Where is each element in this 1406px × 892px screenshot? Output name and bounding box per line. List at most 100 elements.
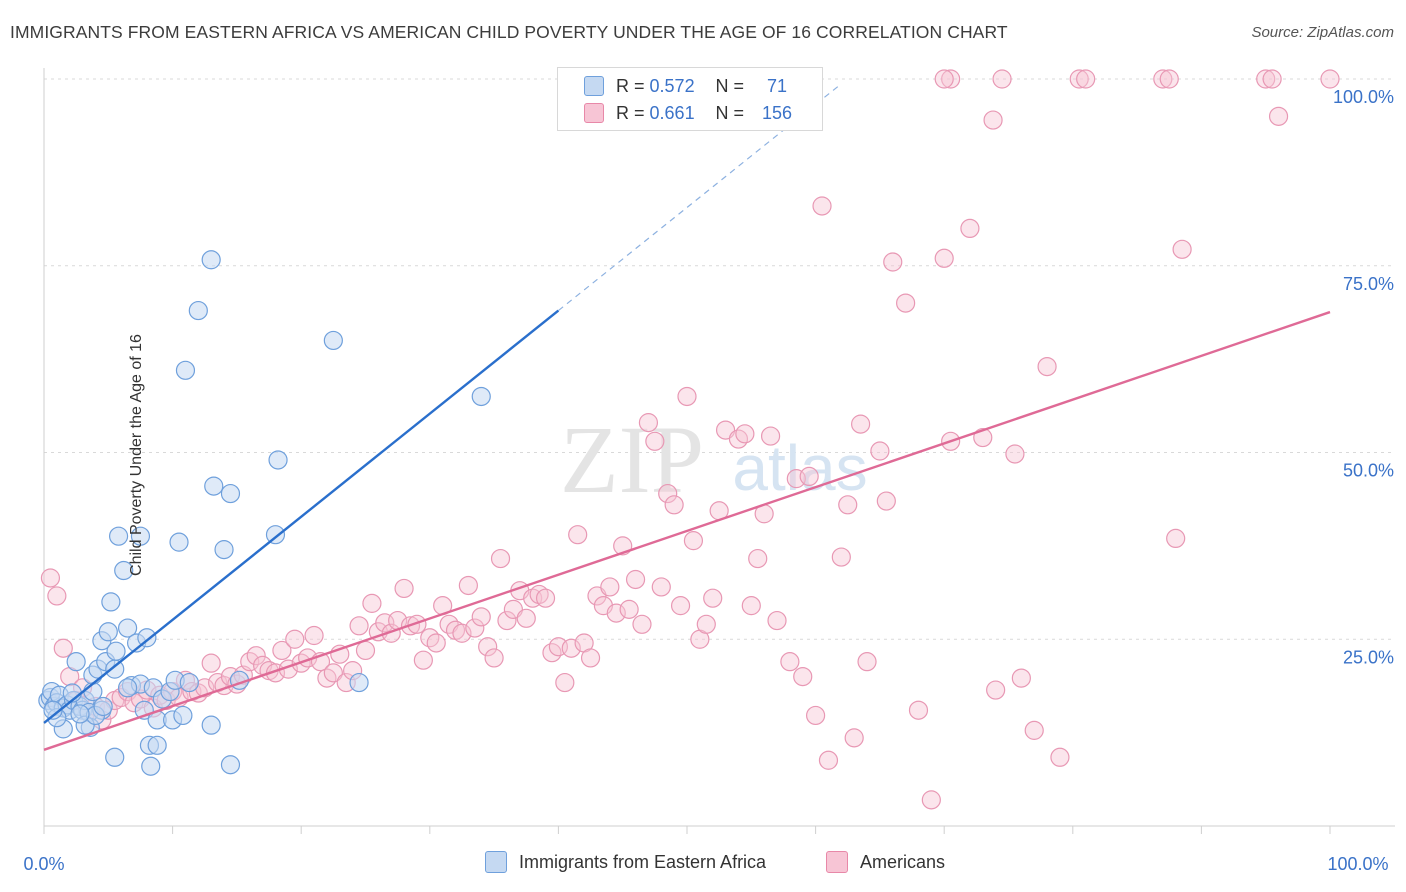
immigrant-point-50 bbox=[201, 250, 221, 270]
american-point-148 bbox=[1268, 106, 1289, 126]
immigrant-point-61 bbox=[471, 386, 491, 407]
american-point-129 bbox=[921, 790, 941, 810]
american-point-38 bbox=[285, 629, 305, 649]
legend-row-americans: R = 0.661 N = 156 bbox=[584, 100, 800, 126]
american-point-151 bbox=[992, 69, 1012, 89]
american-point-97 bbox=[664, 495, 684, 515]
american-point-70 bbox=[490, 548, 511, 569]
american-point-118 bbox=[812, 196, 832, 216]
american-point-69 bbox=[484, 648, 504, 668]
american-point-41 bbox=[304, 625, 324, 646]
legend-r-value-americans: 0.661 bbox=[649, 102, 695, 123]
y-tick-label-25: 25.0% bbox=[1343, 647, 1394, 667]
legend-item-americans[interactable]: Americans bbox=[826, 851, 945, 873]
american-point-99 bbox=[677, 386, 697, 407]
watermark: ZIP atlas bbox=[560, 406, 868, 513]
american-point-1 bbox=[47, 586, 67, 606]
american-point-150 bbox=[941, 69, 961, 89]
american-point-90 bbox=[619, 599, 639, 619]
x-tick-label-100: 100.0% bbox=[1327, 854, 1388, 874]
american-point-68 bbox=[478, 637, 498, 657]
immigrant-point-11 bbox=[66, 652, 86, 672]
american-point-128 bbox=[908, 700, 929, 720]
american-point-74 bbox=[516, 608, 536, 628]
american-point-126 bbox=[876, 491, 896, 511]
immigrant-point-54 bbox=[220, 483, 241, 504]
immigrant-point-60 bbox=[349, 672, 369, 693]
american-point-139 bbox=[1050, 747, 1070, 767]
american-point-155 bbox=[934, 69, 954, 89]
immigrant-point-27 bbox=[108, 526, 129, 546]
legend-n-label: N = bbox=[715, 75, 745, 96]
american-point-67 bbox=[471, 607, 491, 627]
american-point-32 bbox=[246, 646, 266, 666]
american-point-55 bbox=[394, 578, 414, 599]
legend-swatch-immigrants-bottom bbox=[485, 851, 507, 873]
american-point-100 bbox=[683, 531, 704, 551]
immigrant-point-24 bbox=[101, 592, 121, 612]
american-point-116 bbox=[799, 466, 819, 487]
american-point-92 bbox=[632, 614, 652, 634]
american-point-154 bbox=[883, 252, 903, 272]
american-point-119 bbox=[818, 750, 839, 770]
legend-row-immigrants: R = 0.572 N = 71 bbox=[584, 73, 800, 99]
american-point-113 bbox=[780, 652, 800, 672]
american-point-57 bbox=[407, 614, 427, 634]
american-point-145 bbox=[1172, 239, 1192, 259]
american-point-107 bbox=[735, 424, 755, 444]
american-point-43 bbox=[317, 668, 337, 688]
legend-swatch-americans-bottom bbox=[826, 851, 848, 873]
american-point-134 bbox=[986, 680, 1006, 700]
legend-item-immigrants[interactable]: Immigrants from Eastern Africa bbox=[485, 851, 766, 873]
american-point-141 bbox=[1076, 69, 1096, 89]
american-point-102 bbox=[696, 614, 716, 634]
immigrant-point-23 bbox=[98, 622, 118, 642]
immigrant-point-59 bbox=[323, 330, 343, 351]
american-point-122 bbox=[844, 728, 864, 748]
american-point-0 bbox=[40, 568, 61, 588]
immigrant-point-53 bbox=[214, 540, 234, 560]
american-point-80 bbox=[555, 672, 575, 693]
immigrant-point-26 bbox=[106, 641, 126, 661]
american-point-120 bbox=[831, 547, 851, 567]
american-point-98 bbox=[670, 596, 691, 616]
american-point-103 bbox=[703, 588, 723, 608]
legend-label-immigrants: Immigrants from Eastern Africa bbox=[519, 851, 767, 872]
american-point-95 bbox=[651, 577, 671, 597]
immigrant-point-45 bbox=[169, 532, 189, 552]
american-point-153 bbox=[983, 110, 1003, 130]
legend-n-value-americans: 156 bbox=[762, 102, 793, 123]
american-point-49 bbox=[355, 640, 376, 661]
american-point-112 bbox=[767, 610, 787, 631]
immigrant-point-57 bbox=[265, 525, 286, 545]
american-point-121 bbox=[838, 495, 858, 515]
immigrant-point-67 bbox=[117, 678, 138, 698]
american-point-71 bbox=[497, 610, 517, 631]
immigrant-point-33 bbox=[130, 526, 151, 546]
american-point-146 bbox=[1256, 69, 1276, 89]
american-point-149 bbox=[1320, 69, 1340, 89]
immigrant-point-68 bbox=[43, 700, 63, 720]
trend-line-immigrants bbox=[43, 309, 560, 724]
immigrant-point-40 bbox=[147, 735, 167, 755]
immigrant-point-48 bbox=[179, 672, 199, 693]
trend-line-americans bbox=[43, 310, 1331, 751]
y-tick-label-100: 100.0% bbox=[1333, 87, 1394, 107]
american-point-84 bbox=[580, 648, 601, 668]
y-tick-labels: 25.0% 50.0% 75.0% 100.0% bbox=[1333, 87, 1394, 667]
american-point-87 bbox=[600, 577, 620, 597]
american-point-25 bbox=[201, 653, 221, 673]
american-point-140 bbox=[1069, 69, 1089, 89]
american-point-111 bbox=[760, 426, 781, 446]
american-point-130 bbox=[934, 248, 954, 268]
american-point-142 bbox=[1153, 69, 1173, 89]
axes: 0.0% 100.0% bbox=[23, 68, 1395, 874]
immigrant-point-56 bbox=[220, 755, 241, 775]
immigrant-point-52 bbox=[204, 476, 224, 496]
american-point-144 bbox=[1166, 528, 1186, 549]
immigrant-point-29 bbox=[117, 618, 138, 638]
american-point-82 bbox=[568, 525, 588, 545]
american-point-123 bbox=[851, 414, 871, 434]
immigrant-point-58 bbox=[268, 450, 288, 470]
